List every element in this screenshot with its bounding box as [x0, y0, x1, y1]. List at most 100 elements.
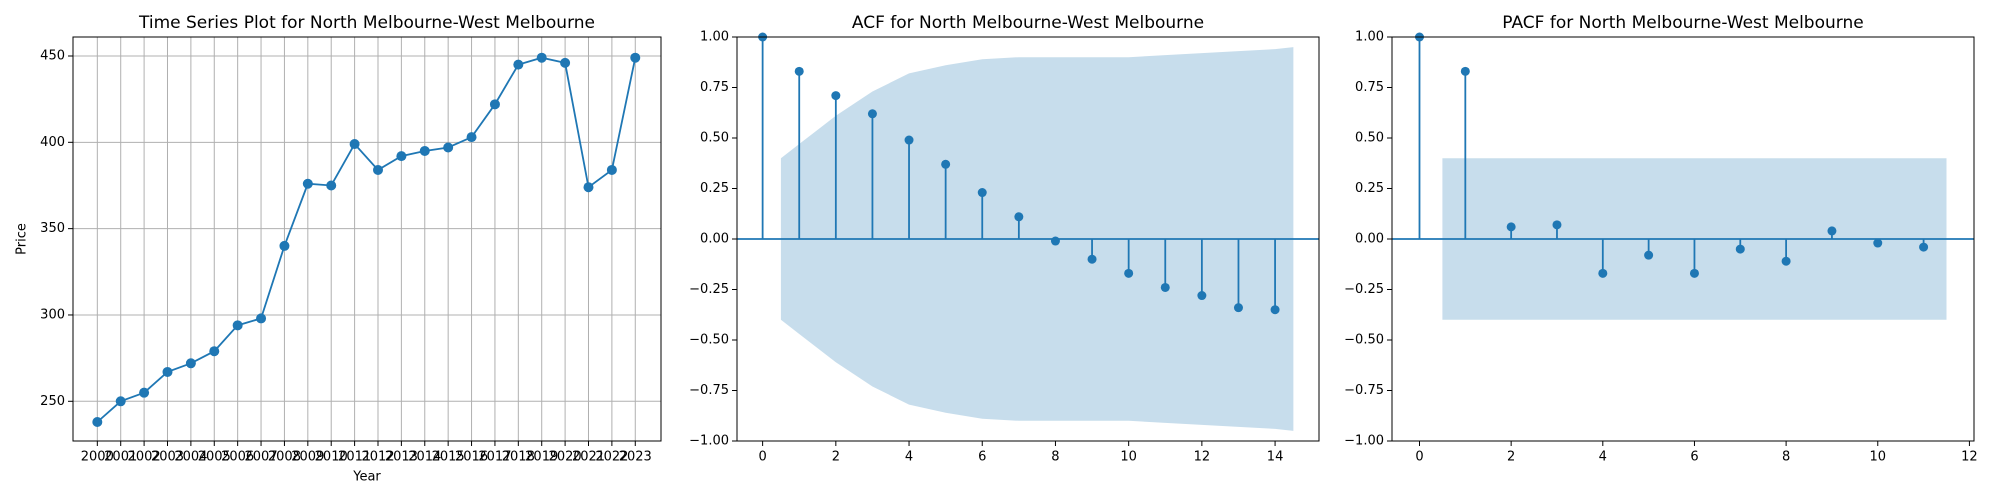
point — [209, 346, 220, 357]
point — [630, 52, 641, 63]
x-tick-label: 2016 — [455, 450, 488, 465]
x-tick-label: 2020 — [549, 450, 582, 465]
stem-marker — [1460, 66, 1470, 76]
subplot: PACF for North Melbourne-West Melbourne 0… — [1344, 13, 1978, 465]
x-tick-label: 6 — [1690, 450, 1698, 465]
x-axis-label: Year — [352, 470, 381, 485]
stem-marker — [1233, 303, 1243, 313]
x-tick-label: 2011 — [338, 450, 371, 465]
stem-marker — [1781, 256, 1791, 266]
x-tick-label: 2018 — [502, 450, 535, 465]
y-tick-label: 400 — [40, 135, 65, 150]
x-tick-label: 2022 — [595, 450, 628, 465]
stem-marker — [1644, 250, 1654, 260]
x-tick-label: 2021 — [572, 450, 605, 465]
stem-marker — [1919, 242, 1929, 252]
x-tick-label: 2005 — [198, 450, 231, 465]
point — [279, 240, 290, 251]
point — [606, 164, 617, 175]
y-tick-label: 0.25 — [1355, 181, 1384, 196]
y-tick-label: −0.75 — [1344, 383, 1384, 398]
x-tick-label: 2023 — [619, 450, 652, 465]
point — [466, 132, 477, 143]
stem-marker — [1873, 238, 1883, 248]
y-axis-label: Price — [15, 223, 30, 255]
x-tick-label: 2015 — [432, 450, 465, 465]
y-tick-label: 450 — [40, 48, 65, 63]
x-tick-label: 2019 — [525, 450, 558, 465]
stem-marker — [1689, 268, 1699, 278]
stem-marker — [941, 159, 951, 169]
x-tick-label: 8 — [1051, 450, 1059, 465]
stem-marker — [1735, 244, 1745, 254]
point — [162, 366, 173, 377]
x-tick-label: 0 — [758, 450, 766, 465]
x-tick-label: 2014 — [408, 450, 441, 465]
axes-frame — [1391, 36, 1975, 442]
stem-marker — [1270, 305, 1280, 315]
x-tick-label: 6 — [978, 450, 986, 465]
stem-marker — [1087, 254, 1097, 264]
y-tick-label: 0.00 — [700, 232, 729, 247]
x-tick-label: 2012 — [361, 450, 394, 465]
x-tick-label: 2008 — [268, 450, 301, 465]
stem-marker — [1124, 268, 1134, 278]
point — [583, 182, 594, 193]
y-tick-label: −1.00 — [1344, 434, 1384, 449]
y-tick-label: −1.00 — [689, 434, 729, 449]
y-tick-label: −0.25 — [1344, 282, 1384, 297]
y-tick-label: 0.50 — [1355, 131, 1384, 146]
y-tick-label: 0.75 — [700, 80, 729, 95]
stem-marker — [1827, 226, 1837, 236]
x-tick-label: 12 — [1961, 450, 1978, 465]
point — [92, 417, 103, 428]
axes-frame — [72, 36, 662, 442]
chart-title: ACF for North Melbourne-West Melbourne — [852, 13, 1204, 33]
stem-marker — [867, 109, 877, 119]
axes-frame — [736, 36, 1320, 442]
chart-title: Time Series Plot for North Melbourne-Wes… — [138, 13, 595, 33]
stem-marker — [1014, 212, 1024, 222]
y-tick-label: 1.00 — [1355, 30, 1384, 45]
series-line — [96, 56, 637, 423]
point — [372, 164, 383, 175]
x-tick-label: 2007 — [245, 450, 278, 465]
point — [256, 313, 267, 324]
x-tick-label: 4 — [905, 450, 913, 465]
x-tick-label: 14 — [1267, 450, 1284, 465]
x-tick-label: 2010 — [315, 450, 348, 465]
stem-marker — [977, 188, 987, 198]
x-tick-label: 2002 — [128, 450, 161, 465]
stem-marker — [1598, 268, 1608, 278]
point — [489, 99, 500, 110]
x-tick-label: 0 — [1415, 450, 1423, 465]
x-tick-label: 10 — [1120, 450, 1137, 465]
stem-marker — [794, 66, 804, 76]
x-tick-label: 8 — [1782, 450, 1790, 465]
x-tick-label: 2013 — [385, 450, 418, 465]
y-tick-label: 300 — [40, 307, 65, 322]
point — [419, 145, 430, 156]
point — [560, 57, 571, 68]
stem-marker — [904, 135, 914, 145]
x-tick-label: 2009 — [291, 450, 324, 465]
point — [536, 52, 547, 63]
y-tick-label: 0.75 — [1355, 80, 1384, 95]
stem-marker — [1552, 220, 1562, 230]
point — [185, 358, 196, 369]
y-tick-label: 0.00 — [1355, 232, 1384, 247]
y-tick-label: 0.50 — [700, 131, 729, 146]
y-tick-label: −0.50 — [689, 333, 729, 348]
y-tick-label: −0.25 — [689, 282, 729, 297]
y-tick-label: −0.75 — [689, 383, 729, 398]
point — [349, 139, 360, 150]
stem-marker — [1506, 222, 1516, 232]
x-tick-label: 2 — [832, 450, 840, 465]
stem-marker — [831, 91, 841, 101]
subplot: Time Series Plot for North Melbourne-Wes… — [15, 13, 662, 485]
y-tick-label: 0.25 — [700, 181, 729, 196]
stem-marker — [1160, 282, 1170, 292]
x-tick-label: 2006 — [221, 450, 254, 465]
